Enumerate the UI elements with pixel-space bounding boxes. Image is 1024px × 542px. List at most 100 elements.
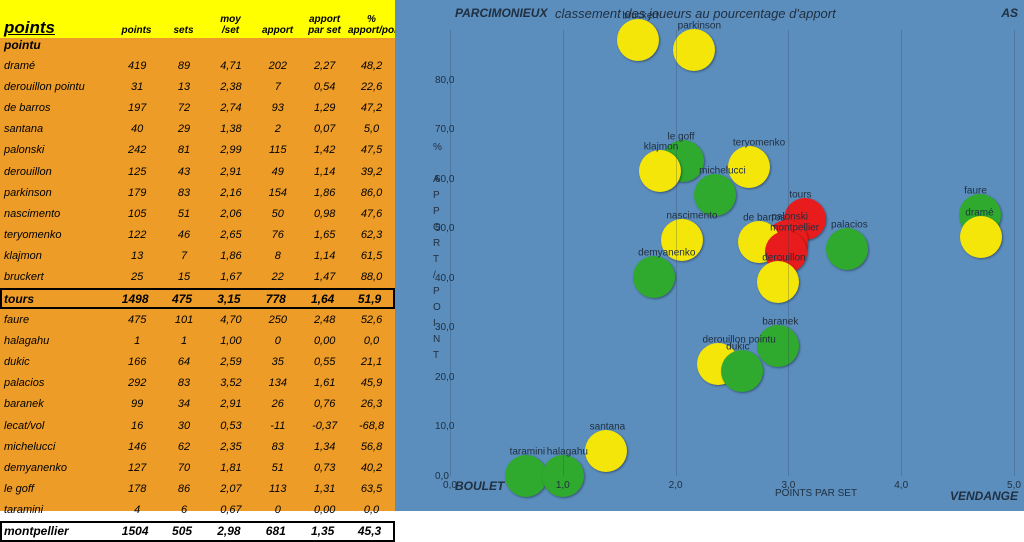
bubble: [960, 216, 1002, 258]
row-name: demyanenko: [0, 462, 114, 474]
cell: 0,00: [301, 335, 348, 347]
bubble-label: bruckert: [622, 10, 658, 21]
cell: 146: [114, 441, 161, 453]
y-tick: 50,0: [435, 223, 454, 234]
bubble-label: parkinson: [678, 20, 721, 31]
cell: 0,07: [301, 123, 348, 135]
cell: 72: [161, 102, 208, 114]
row-name: halagahu: [0, 335, 114, 347]
cell: 62,3: [348, 229, 395, 241]
bubble: [826, 228, 868, 270]
x-tick: 5,0: [1007, 480, 1021, 491]
cell: 51: [254, 462, 301, 474]
cell: 0,0: [348, 504, 395, 516]
cell: 1,42: [301, 144, 348, 156]
row-name: faure: [0, 314, 114, 326]
bubble: [505, 455, 547, 497]
bubble-label: nascimento: [666, 211, 717, 222]
table-row: dramé419894,712022,2748,2: [0, 55, 395, 76]
cell: 0,98: [301, 208, 348, 220]
table-header: points points sets moy/set apport apport…: [0, 0, 395, 38]
cell: 2,99: [207, 144, 254, 156]
cell: 1,38: [207, 123, 254, 135]
cell: 2,74: [207, 102, 254, 114]
data-table: points points sets moy/set apport apport…: [0, 0, 395, 511]
cell: 1,61: [301, 377, 348, 389]
cell: 40: [114, 123, 161, 135]
table-row: teryomenko122462,65761,6562,3: [0, 225, 395, 246]
row-name: dukic: [0, 356, 114, 368]
cell: 0: [254, 504, 301, 516]
cell: 31: [114, 81, 161, 93]
cell: 34: [161, 398, 208, 410]
bubble-label: dukic: [726, 342, 749, 353]
cell: 47,5: [348, 144, 395, 156]
bubble: [639, 150, 681, 192]
bubble: [585, 430, 627, 472]
cell: 292: [114, 377, 161, 389]
bubble-chart: PARCIMONIEUX AS BOULET VENDANGE classeme…: [395, 0, 1024, 511]
cell: 1,47: [301, 271, 348, 283]
cell: 1: [114, 335, 161, 347]
cell: 2,07: [207, 483, 254, 495]
cell: 0,67: [207, 504, 254, 516]
table-row: derouillon pointu31132,3870,5422,6: [0, 76, 395, 97]
cell: 2,16: [207, 187, 254, 199]
subtitle-row: pointu: [0, 38, 395, 55]
chart-title: classement des joueurs au pourcentage d'…: [555, 6, 836, 21]
table-row: santana40291,3820,075,0: [0, 119, 395, 140]
col-pct: %apport/point: [348, 14, 395, 38]
corner-bl: BOULET: [455, 479, 504, 493]
cell: 86: [161, 483, 208, 495]
cell: 1: [161, 335, 208, 347]
cell: -11: [254, 420, 301, 432]
cell: 1,29: [301, 102, 348, 114]
cell: 62: [161, 441, 208, 453]
cell: 35: [254, 356, 301, 368]
cell: 1,34: [301, 441, 348, 453]
bubble-label: teryomenko: [733, 138, 785, 149]
cell: 2,27: [301, 60, 348, 72]
cell: 178: [114, 483, 161, 495]
bubble: [673, 29, 715, 71]
col-apport: apport: [254, 25, 301, 38]
bubble: [617, 19, 659, 61]
row-name: dramé: [0, 60, 114, 72]
y-tick: 60,0: [435, 174, 454, 185]
table-row: derouillon125432,91491,1439,2: [0, 161, 395, 182]
table-row: faure4751014,702502,4852,6: [0, 309, 395, 330]
cell: 2,59: [207, 356, 254, 368]
bubble-label: derouillon: [762, 252, 805, 263]
bubble-label: tours: [789, 189, 811, 200]
total-montpellier: montpellier15045052,986811,3545,3: [0, 521, 395, 542]
cell: 25: [114, 271, 161, 283]
cell: 16: [114, 420, 161, 432]
cell: 2: [254, 123, 301, 135]
cell: 46: [161, 229, 208, 241]
bubble-label: halagahu: [547, 447, 588, 458]
cell: 63,5: [348, 483, 395, 495]
row-name: parkinson: [0, 187, 114, 199]
row-name: bruckert: [0, 271, 114, 283]
cell: -68,8: [348, 420, 395, 432]
cell: 83: [254, 441, 301, 453]
x-tick: 4,0: [894, 480, 908, 491]
cell: 26: [254, 398, 301, 410]
bubble: [633, 256, 675, 298]
cell: 22: [254, 271, 301, 283]
table-row: nascimento105512,06500,9847,6: [0, 203, 395, 224]
cell: 419: [114, 60, 161, 72]
col-sets: sets: [160, 25, 207, 38]
cell: 93: [254, 102, 301, 114]
cell: 242: [114, 144, 161, 156]
cell: 0,53: [207, 420, 254, 432]
row-name: michelucci: [0, 441, 114, 453]
cell: 15: [161, 271, 208, 283]
cell: 1,67: [207, 271, 254, 283]
row-name: taramini: [0, 504, 114, 516]
column-headers: points sets moy/set apport apportpar set…: [113, 0, 395, 38]
cell: 7: [254, 81, 301, 93]
cell: 83: [161, 187, 208, 199]
cell: 113: [254, 483, 301, 495]
total-tours: tours14984753,157781,6451,9: [0, 288, 395, 309]
